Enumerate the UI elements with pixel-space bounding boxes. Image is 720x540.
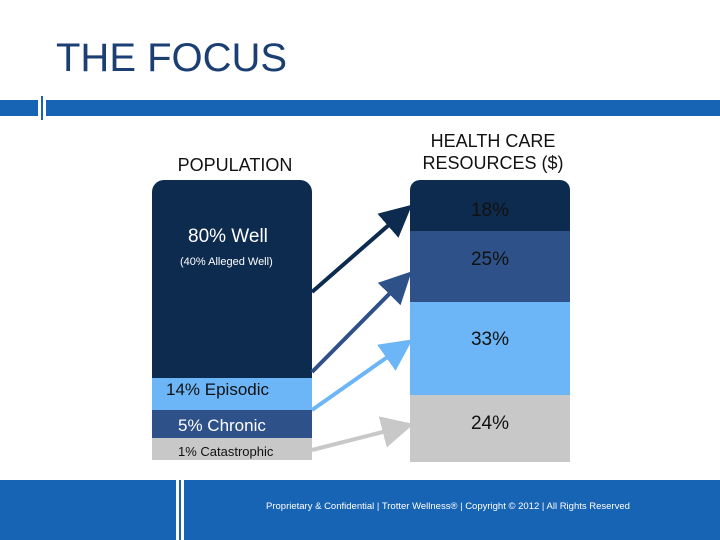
arrow-catastrophic-to-24: [311, 416, 414, 452]
segment-catastrophic: [152, 438, 312, 460]
resource-segment-33: [410, 302, 570, 395]
title-accent-bar-left: [0, 100, 38, 116]
segment-well: [152, 180, 312, 378]
label-alleged-well: (40% Alleged Well): [180, 256, 273, 268]
footer-copyright: Proprietary & Confidential | Trotter Wel…: [266, 501, 630, 512]
resource-segment-24: [410, 395, 570, 462]
resource-label-25: 25%: [470, 249, 510, 270]
title-accent-bar-right: [46, 100, 720, 116]
resource-segment-25: [410, 231, 570, 302]
footer-bar-right: [184, 480, 720, 540]
arrow-chronic-to-25: [310, 271, 412, 374]
footer-bar-left: [0, 480, 176, 540]
label-catastrophic: 1% Catastrophic: [178, 444, 274, 459]
resource-label-18: 18%: [470, 200, 510, 221]
arrow-episodic-to-33: [310, 339, 413, 412]
arrow-well-to-18: [310, 204, 413, 294]
title-accent-divider: [41, 96, 43, 120]
resource-label-33: 33%: [470, 328, 510, 350]
resource-segment-18: [410, 180, 570, 231]
footer-divider: [179, 480, 181, 540]
segment-chronic: [152, 410, 312, 438]
label-episodic: 14% Episodic: [166, 380, 270, 399]
resources-column: [410, 180, 570, 462]
population-header: POPULATION: [177, 155, 293, 175]
label-chronic: 5% Chronic: [178, 416, 266, 435]
population-column: [152, 180, 312, 460]
resource-label-24: 24%: [470, 413, 510, 434]
segment-episodic: [152, 378, 312, 410]
label-well: 80% Well: [188, 226, 268, 247]
resources-header: HEALTH CARE RESOURCES ($): [422, 131, 564, 173]
slide-title: THE FOCUS: [56, 36, 288, 80]
